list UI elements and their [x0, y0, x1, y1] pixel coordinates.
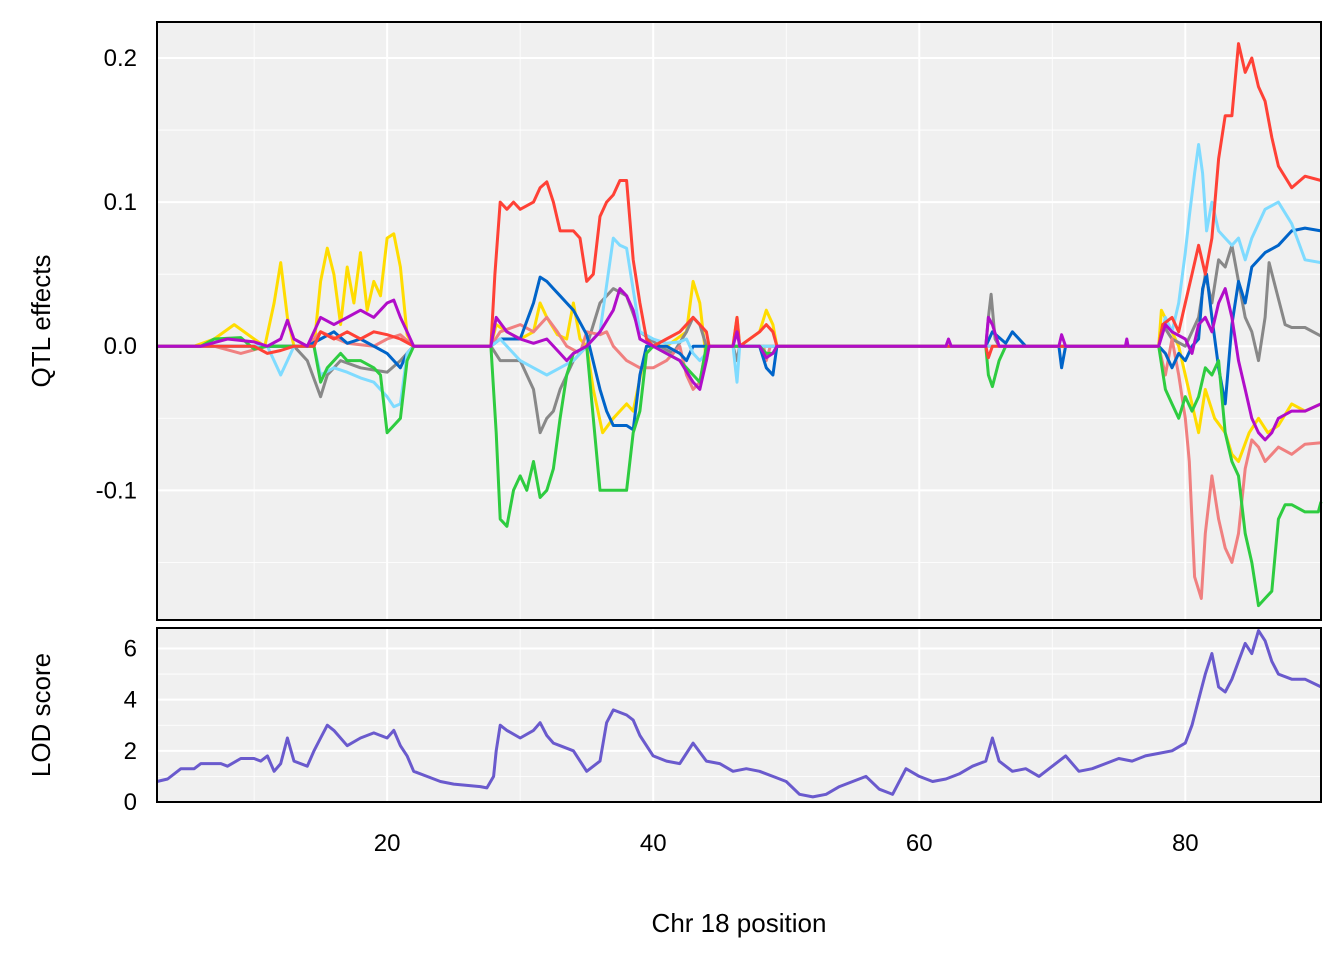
effect-series-line-8: [157, 287, 1322, 442]
lod-y-tick-labels: 0 2 4 6: [124, 635, 137, 816]
x-tick-label: 20: [374, 830, 401, 857]
lod-panel: 0 2 4 6 20 40 60 80 LOD score Chr 18 position: [26, 627, 1322, 938]
effects-y-axis-title: QTL effects: [26, 255, 56, 388]
effects-panel: -0.1 0.0 0.1 0.2 QTL effects: [26, 21, 1323, 621]
lod-y-tick-label: 0: [124, 789, 137, 816]
lod-y-tick-label: 4: [124, 687, 137, 714]
effect-series-line-3: [157, 315, 1322, 600]
lod-score-line: [156, 629, 1322, 799]
x-tick-labels: 20 40 60 80: [374, 830, 1199, 857]
x-tick-label: 60: [906, 830, 933, 857]
effects-panel-background: [157, 22, 1321, 620]
effects-panel-frame: [156, 21, 1322, 621]
lod-panel-background: [157, 628, 1321, 802]
effects-y-tick-label: 0.2: [104, 45, 137, 72]
effect-series-line-5: [157, 143, 1322, 409]
lod-series-line: [156, 629, 1322, 799]
effects-y-tick-label: 0.0: [104, 333, 137, 360]
x-tick-label: 80: [1172, 830, 1199, 857]
effects-y-tick-label: 0.1: [104, 189, 137, 216]
effects-series-lines: [157, 42, 1323, 608]
effect-series-line-6: [157, 336, 1323, 608]
effects-y-tick-labels: -0.1 0.0 0.1 0.2: [96, 45, 137, 504]
x-axis-title: Chr 18 position: [652, 908, 827, 938]
effects-y-tick-label: -0.1: [96, 477, 137, 504]
lod-y-tick-label: 6: [124, 635, 137, 662]
lod-y-axis-title: LOD score: [26, 653, 56, 777]
lod-panel-frame: [156, 627, 1322, 803]
lod-y-tick-label: 2: [124, 738, 137, 765]
x-tick-label: 40: [640, 830, 667, 857]
